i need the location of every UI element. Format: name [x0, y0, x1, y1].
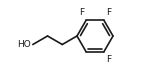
Text: HO: HO [17, 40, 31, 49]
Text: F: F [106, 55, 111, 64]
Text: F: F [79, 8, 84, 16]
Text: F: F [106, 8, 111, 16]
